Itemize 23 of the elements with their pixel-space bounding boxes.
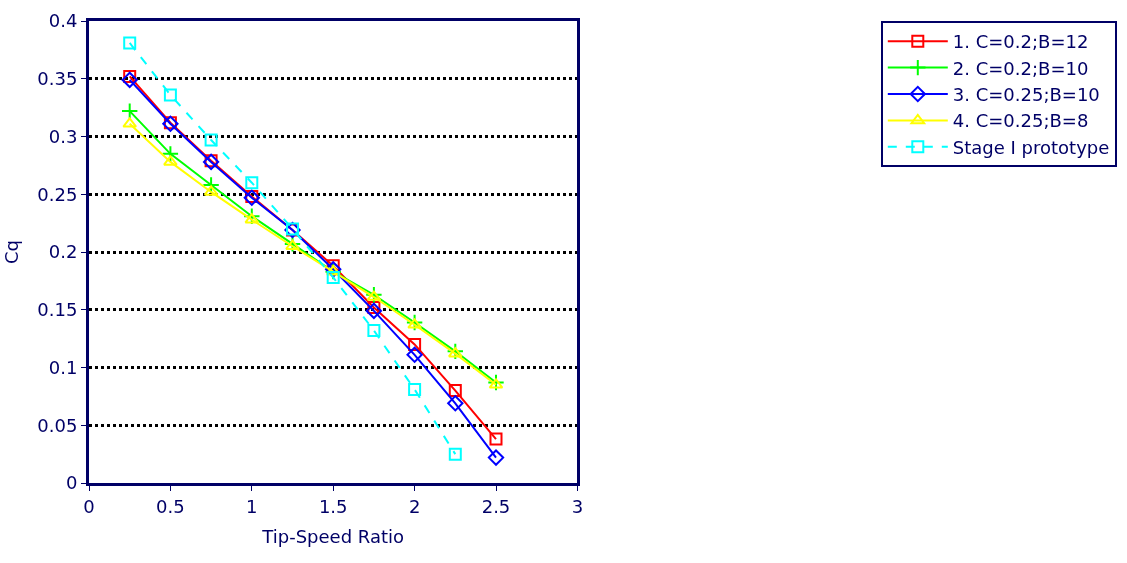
y-tick-label: 0.15 [37, 299, 78, 321]
y-tick-label: 0.35 [37, 68, 78, 90]
x-tick-label: 1.5 [318, 495, 348, 517]
y-tick-label: 0.3 [48, 125, 78, 147]
y-axis-title: Cq [0, 240, 22, 264]
x-tick-label: 0.5 [156, 495, 185, 517]
x-axis-title: Tip-Speed Ratio [261, 525, 405, 547]
y-tick-label: 0.05 [37, 414, 78, 436]
y-tick-label: 0.2 [48, 241, 78, 263]
legend-label: Stage I prototype [952, 136, 1110, 158]
legend-label: 4. C=0.25;B=8 [952, 110, 1089, 132]
legend-label: 1. C=0.2;B=12 [952, 31, 1089, 53]
x-tick-label: 2 [408, 495, 421, 517]
legend-label: 3. C=0.25;B=10 [952, 84, 1100, 106]
x-tick-label: 2.5 [481, 495, 511, 517]
x-tick-label: 0 [83, 495, 95, 517]
legend-label: 2. C=0.2;B=10 [952, 57, 1089, 79]
y-tick-label: 0 [65, 472, 78, 494]
y-tick-label: 0.4 [48, 10, 78, 32]
y-tick-label: 0.25 [37, 183, 78, 205]
x-tick-label: 3 [571, 495, 584, 517]
x-tick-label: 1 [246, 495, 258, 517]
y-tick-label: 0.1 [48, 356, 78, 378]
